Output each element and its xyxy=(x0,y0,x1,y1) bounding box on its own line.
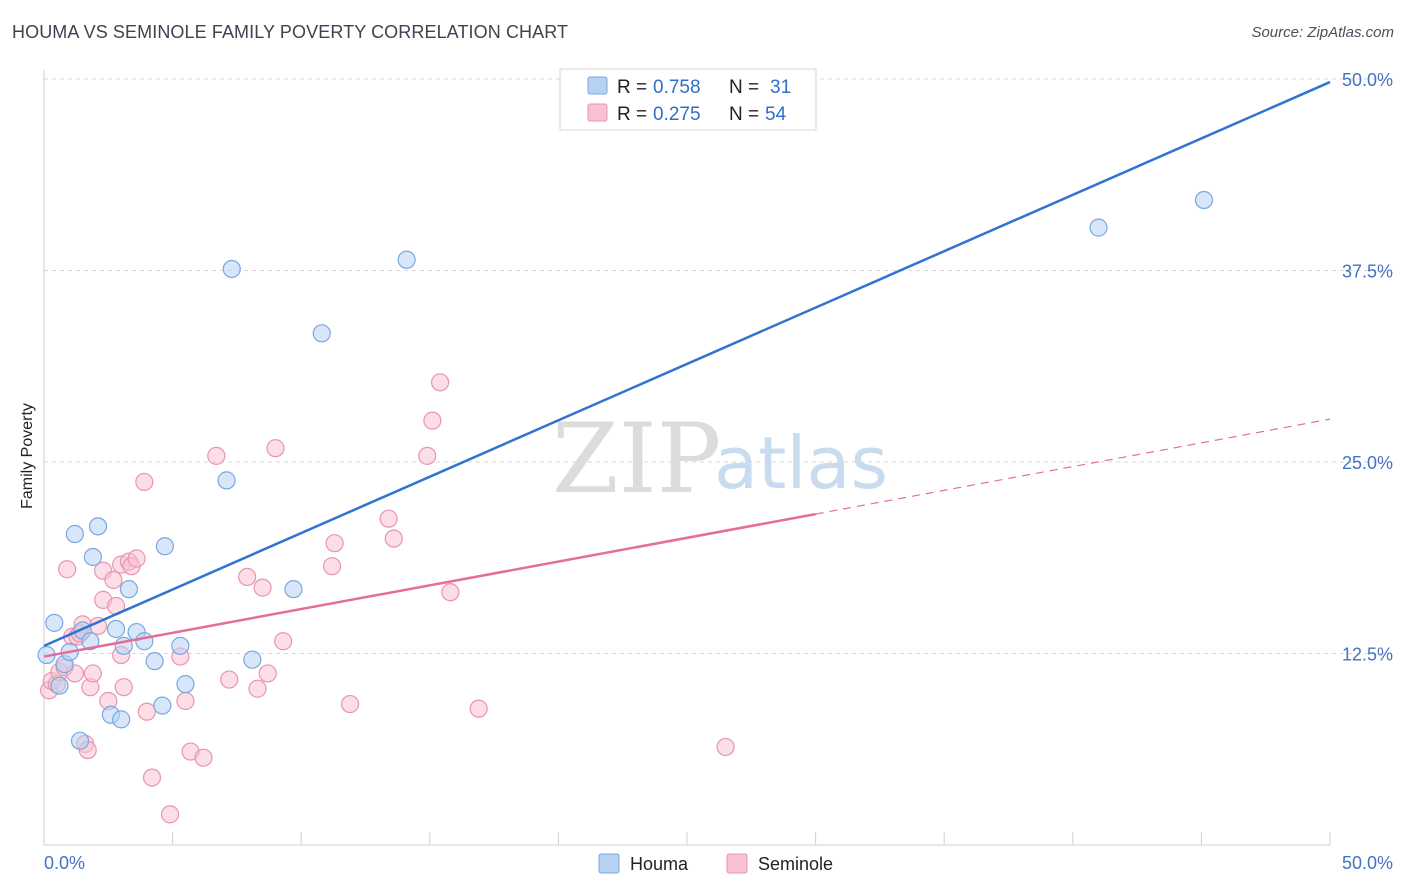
x-tick-label-max: 50.0% xyxy=(1342,853,1393,873)
houma-point-8 xyxy=(81,632,100,651)
bottom-legend-seminole-swatch xyxy=(726,853,748,874)
seminole-point-36 xyxy=(238,567,257,587)
houma-point-26 xyxy=(284,580,303,599)
seminole-point-27 xyxy=(137,702,156,721)
seminole-point-44 xyxy=(340,694,360,714)
houma-point-18 xyxy=(145,652,164,671)
seminole-trendline-extension xyxy=(815,418,1331,515)
seminole-point-35 xyxy=(220,670,239,689)
y-tick-label-1: 25.0% xyxy=(1342,453,1393,473)
y-tick-label-3: 50.0% xyxy=(1342,70,1393,90)
seminole-point-48 xyxy=(423,411,442,430)
seminole-point-33 xyxy=(194,748,213,767)
seminole-point-18 xyxy=(104,570,123,590)
houma-point-29 xyxy=(1089,218,1108,237)
seminole-point-25 xyxy=(127,549,146,568)
seminole-point-28 xyxy=(142,768,162,787)
chart-title: HOUMA VS SEMINOLE FAMILY POVERTY CORRELA… xyxy=(12,22,569,42)
y-tick-label-0: 12.5% xyxy=(1342,645,1393,665)
legend-houma-r-value: 0.758 xyxy=(653,77,701,98)
houma-point-10 xyxy=(88,517,108,536)
houma-point-6 xyxy=(70,731,90,750)
seminole-point-49 xyxy=(430,373,450,392)
legend-houma-n-label: N = xyxy=(729,77,759,98)
houma-points xyxy=(37,190,1214,750)
seminole-point-29 xyxy=(160,805,180,824)
houma-point-19 xyxy=(153,696,172,715)
watermark-atlas: atlas xyxy=(714,421,888,505)
legend-seminole-n-value: 54 xyxy=(765,104,787,125)
houma-point-12 xyxy=(106,619,126,639)
y-tick-label-2: 37.5% xyxy=(1342,262,1393,282)
seminole-point-47 xyxy=(418,446,437,465)
legend-houma-swatch xyxy=(587,76,608,95)
seminole-point-46 xyxy=(384,529,403,548)
seminole-point-34 xyxy=(207,446,226,465)
legend-houma-r-label: R = xyxy=(617,77,647,98)
legend-seminole-r-label: R = xyxy=(617,104,647,125)
houma-point-13 xyxy=(112,710,131,729)
legend-seminole-r-value: 0.275 xyxy=(653,104,701,125)
houma-point-9 xyxy=(83,547,102,567)
bottom-legend-houma-swatch xyxy=(598,853,620,874)
seminole-trendline xyxy=(43,512,816,658)
seminole-point-40 xyxy=(266,439,285,458)
houma-point-23 xyxy=(217,471,236,490)
houma-point-25 xyxy=(243,650,262,669)
x-ticks xyxy=(43,832,1331,845)
houma-point-1 xyxy=(45,613,64,632)
seminole-point-42 xyxy=(322,557,342,576)
houma-point-5 xyxy=(65,524,84,544)
houma-point-30 xyxy=(1194,190,1214,210)
seminole-point-22 xyxy=(114,678,133,697)
seminole-point-51 xyxy=(469,699,488,718)
x-tick-label-min: 0.0% xyxy=(44,853,85,873)
seminole-point-31 xyxy=(176,691,195,711)
bottom-legend-seminole-label: Seminole xyxy=(758,854,833,874)
seminole-point-52 xyxy=(716,737,735,757)
watermark-zip: ZIP xyxy=(552,403,721,515)
correlation-legend: R = 0.758 N = 31 R = 0.275 N = 54 xyxy=(559,68,817,131)
houma-point-22 xyxy=(176,675,195,694)
houma-point-20 xyxy=(155,537,174,556)
houma-point-27 xyxy=(312,324,331,343)
seminole-point-43 xyxy=(325,534,344,553)
y-tick-labels: 12.5% 25.0% 37.5% 50.0% xyxy=(1342,70,1393,665)
houma-point-2 xyxy=(50,676,69,695)
seminole-points xyxy=(40,373,735,824)
watermark: ZIP atlas xyxy=(552,403,888,515)
houma-point-28 xyxy=(397,250,416,269)
source-label: Source: ZipAtlas.com xyxy=(1251,24,1394,41)
seminole-point-39 xyxy=(258,664,277,683)
series-legend: Houma Seminole xyxy=(598,853,833,874)
seminole-point-13 xyxy=(83,664,102,683)
houma-point-17 xyxy=(135,632,154,651)
seminole-point-45 xyxy=(379,509,398,528)
legend-houma-n-value: 31 xyxy=(770,77,791,98)
houma-point-21 xyxy=(171,636,190,655)
bottom-legend-houma-label: Houma xyxy=(630,854,689,874)
houma-point-24 xyxy=(222,259,241,279)
seminole-point-5 xyxy=(58,560,77,579)
seminole-point-37 xyxy=(248,679,267,698)
seminole-point-41 xyxy=(274,632,293,651)
gridlines xyxy=(44,78,1395,654)
legend-seminole-n-label: N = xyxy=(729,104,759,125)
houma-point-15 xyxy=(119,580,138,599)
legend-seminole-swatch xyxy=(587,103,608,122)
houma-trendline xyxy=(43,80,1331,647)
seminole-point-50 xyxy=(441,583,460,602)
seminole-point-26 xyxy=(135,472,154,492)
trendlines xyxy=(43,80,1331,658)
seminole-point-38 xyxy=(253,578,272,597)
